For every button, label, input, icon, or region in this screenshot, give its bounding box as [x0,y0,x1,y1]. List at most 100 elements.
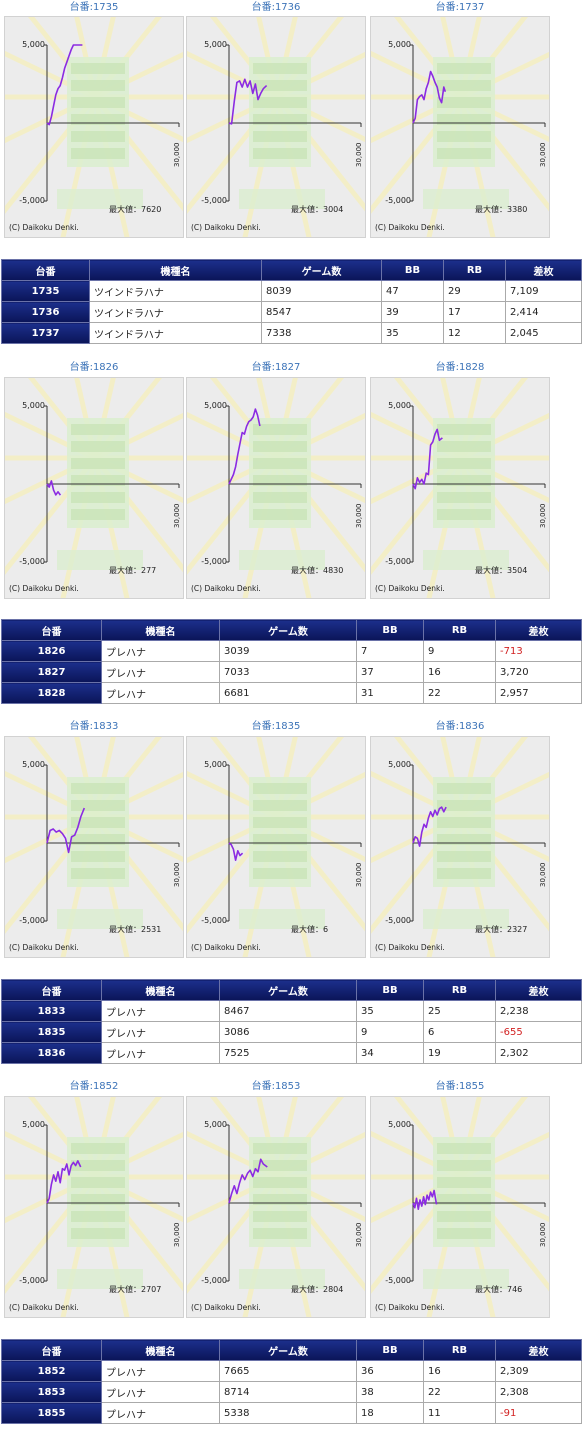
max-value-label: 最大値： [291,1285,323,1294]
payout-series-line [228,408,261,485]
column-header: RB [423,979,496,1001]
max-value-number: 7620 [141,205,162,214]
machine-title[interactable]: 台番:1835 [251,721,301,732]
machine-title[interactable]: 台番:1855 [435,1081,485,1092]
y-tick-label: -5,000 [385,557,411,566]
x-tick-label: 30,000 [539,862,547,888]
machine-title[interactable]: 台番:1735 [69,2,119,13]
copyright: (C) Daikoku Denki. [191,584,261,593]
model-name-cell: プレハナ [101,1021,220,1043]
machine-number-cell[interactable]: 1853 [1,1381,102,1403]
max-value: 最大値：2531 [109,925,161,934]
background-illustration [371,17,549,237]
column-header: 差枚 [505,259,582,281]
machine-number-cell[interactable]: 1835 [1,1021,102,1043]
y-tick-label: 5,000 [22,401,45,410]
max-value-label: 最大値： [475,205,507,214]
machine-title[interactable]: 台番:1852 [69,1081,119,1092]
machine-number-cell[interactable]: 1735 [1,280,90,302]
machine-stats-table: 台番 機種名 ゲーム数 BB RB 差枚 1852 プレハナ 7665 36 16 2,309 1853… [1,1339,582,1424]
model-name-cell: ツインドラハナ [89,322,262,344]
max-value-label: 最大値： [475,1285,507,1294]
table-row: 1855 プレハナ 5338 18 11 -91 [1,1402,582,1424]
max-value-number: 2327 [507,925,528,934]
column-header: 機種名 [101,979,220,1001]
machine-number-cell[interactable]: 1852 [1,1360,102,1382]
x-tick-label: 30,000 [173,503,181,529]
rb-count-cell: 9 [423,640,496,662]
table-row: 1826 プレハナ 3039 7 9 -713 [1,640,582,662]
table-row: 1735 ツインドラハナ 8039 47 29 7,109 [1,280,582,302]
machine-title[interactable]: 台番:1826 [69,362,119,373]
machine-title[interactable]: 台番:1737 [435,2,485,13]
machine-title[interactable]: 台番:1853 [251,1081,301,1092]
copyright: (C) Daikoku Denki. [375,584,445,593]
coin-difference-cell: -713 [495,640,582,662]
copyright: (C) Daikoku Denki. [9,1303,79,1312]
column-header: BB [356,979,424,1001]
background-illustration [5,17,183,237]
max-value: 最大値：2707 [109,1285,161,1294]
x-tick-label: 30,000 [539,1222,547,1248]
machine-title[interactable]: 台番:1736 [251,2,301,13]
column-header: 機種名 [101,619,220,641]
coin-difference-cell: 2,045 [505,322,582,344]
y-tick-label: -5,000 [19,1276,45,1285]
max-value-number: 277 [141,566,157,575]
coin-difference-cell: -655 [495,1021,582,1043]
max-value: 最大値：2804 [291,1285,343,1294]
bb-count-cell: 35 [356,1000,424,1022]
copyright: (C) Daikoku Denki. [9,584,79,593]
coin-difference-cell: 2,957 [495,682,582,704]
y-tick-label: -5,000 [385,916,411,925]
table-row: 1833 プレハナ 8467 35 25 2,238 [1,1000,582,1022]
column-header: RB [443,259,506,281]
copyright: (C) Daikoku Denki. [9,943,79,952]
slump-graph-card: 5,000 -5,000 30,000 最大値：277 (C) Daikoku Denk… [4,377,184,599]
rb-count-cell: 17 [443,301,506,323]
game-count-cell: 7033 [219,661,357,683]
column-header: BB [381,259,444,281]
game-count-cell: 8714 [219,1381,357,1403]
coin-difference-cell: 2,238 [495,1000,582,1022]
machine-number-cell[interactable]: 1736 [1,301,90,323]
y-tick-label: -5,000 [201,916,227,925]
column-header: ゲーム数 [219,1339,357,1361]
payout-series-line [228,78,268,125]
slump-graph [187,17,365,237]
x-tick-label: 30,000 [355,142,363,168]
table-row: 1853 プレハナ 8714 38 22 2,308 [1,1381,582,1403]
coin-difference-cell: 7,109 [505,280,582,302]
table-header-row: 台番 機種名 ゲーム数 BB RB 差枚 [1,979,582,1001]
machine-number-cell[interactable]: 1828 [1,682,102,704]
slump-graph [5,378,183,598]
machine-title[interactable]: 台番:1836 [435,721,485,732]
y-tick-label: -5,000 [201,196,227,205]
y-tick-label: 5,000 [204,760,227,769]
column-header: 差枚 [495,979,582,1001]
column-header: RB [423,619,496,641]
max-value-number: 2707 [141,1285,162,1294]
x-tick-label: 30,000 [355,503,363,529]
machine-number-cell[interactable]: 1833 [1,1000,102,1022]
machine-number-cell[interactable]: 1855 [1,1402,102,1424]
machine-title[interactable]: 台番:1827 [251,362,301,373]
model-name-cell: プレハナ [101,1402,220,1424]
bb-count-cell: 47 [381,280,444,302]
machine-number-cell[interactable]: 1826 [1,640,102,662]
machine-number-cell[interactable]: 1827 [1,661,102,683]
machine-number-cell[interactable]: 1737 [1,322,90,344]
rb-count-cell: 11 [423,1402,496,1424]
machine-title[interactable]: 台番:1828 [435,362,485,373]
column-header: 台番 [1,1339,102,1361]
payout-series-line [412,428,443,490]
bb-count-cell: 37 [356,661,424,683]
max-value-number: 4830 [323,566,344,575]
machine-number-cell[interactable]: 1836 [1,1042,102,1064]
machine-title[interactable]: 台番:1833 [69,721,119,732]
payout-series-line [412,1189,438,1210]
y-tick-label: -5,000 [19,557,45,566]
slump-graph [371,1097,549,1317]
bb-count-cell: 38 [356,1381,424,1403]
